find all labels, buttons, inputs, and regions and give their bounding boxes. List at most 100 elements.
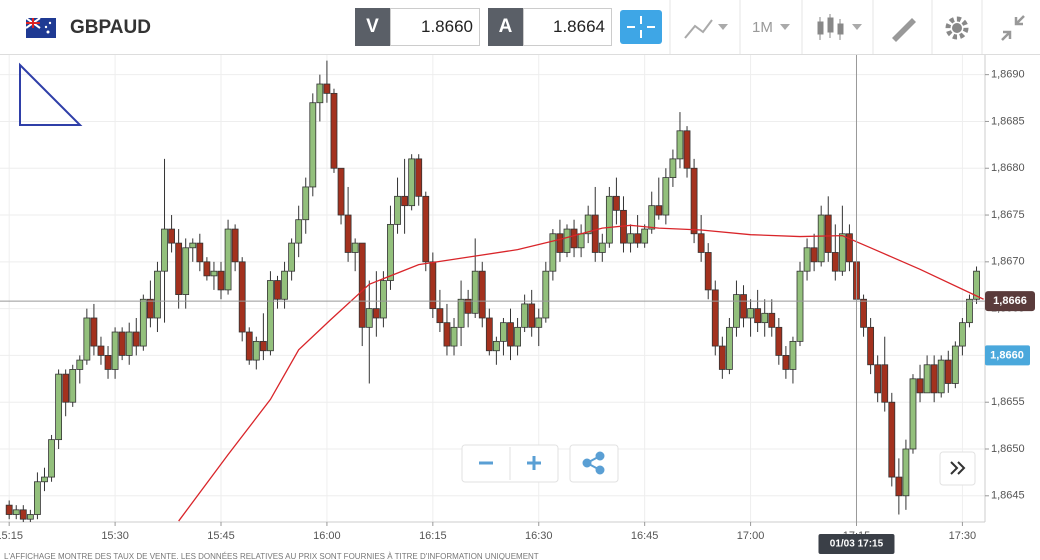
candle-body: [740, 294, 747, 319]
candle-icon[interactable]: [817, 14, 844, 40]
candle-body: [464, 298, 472, 314]
candle-body: [337, 167, 345, 216]
draw-icon[interactable]: [892, 18, 916, 42]
candle-body: [966, 298, 973, 324]
candle-body: [563, 228, 571, 253]
y-tick-label: 1,8650: [991, 443, 1025, 455]
x-tick-label: 15:45: [207, 530, 235, 542]
candle-body: [634, 233, 642, 244]
crosshair-price-box: [985, 291, 1035, 312]
crosshair-time-label: 01/03 17:15: [830, 539, 884, 550]
flag-icon: [26, 18, 56, 38]
candle-body: [238, 261, 246, 333]
share-box[interactable]: [569, 444, 619, 483]
candle-body: [747, 308, 754, 319]
candle-body: [584, 214, 592, 235]
candle-body: [422, 195, 430, 263]
candle-body: [542, 270, 550, 319]
crosshair-time-box: [818, 534, 895, 554]
scroll-icon: [950, 461, 966, 475]
candle-body: [443, 322, 451, 347]
candle-body: [415, 158, 423, 197]
candle-body: [768, 312, 776, 328]
candle-body: [930, 364, 938, 394]
candle-body: [796, 270, 804, 342]
axes: 1,86451,86501,86551,86601,86651,86701,86…: [0, 69, 1035, 554]
candle-body: [937, 359, 945, 394]
candle-body: [591, 214, 599, 253]
candle-body: [203, 261, 211, 277]
candle-body: [76, 359, 84, 370]
candle-body: [718, 345, 726, 370]
candle-body: [478, 270, 486, 319]
candle-body: [394, 195, 401, 225]
candle-body: [62, 373, 70, 403]
candle-body: [309, 102, 317, 188]
crosshair-button[interactable]: [620, 10, 662, 44]
candle-body: [711, 289, 719, 347]
y-tick-label: 1,8685: [991, 115, 1025, 127]
candle-body: [189, 242, 197, 249]
timeframe[interactable]: 1M: [752, 19, 773, 36]
candle-body: [281, 270, 288, 300]
candle-body: [344, 214, 352, 253]
candle-body: [867, 326, 875, 366]
candle-body: [457, 298, 465, 328]
candle-body: [224, 228, 232, 291]
candle-body: [408, 158, 416, 207]
candle-body: [605, 195, 613, 244]
candle-body: [761, 312, 769, 324]
candle-body: [669, 158, 677, 178]
ask-price[interactable]: 1.8664: [523, 8, 612, 46]
crosshair-icon: [627, 16, 655, 38]
line-chart-icon[interactable]: [684, 19, 713, 39]
candle-body: [810, 247, 818, 263]
candle-body: [676, 130, 684, 160]
candle-body: [168, 228, 175, 244]
candle-body: [789, 340, 797, 370]
candle-body: [492, 340, 500, 352]
candle-body: [19, 509, 27, 520]
x-tick-label: 16:00: [313, 530, 341, 542]
x-tick-label: 15:15: [0, 530, 23, 542]
zoom-in[interactable]: [527, 456, 541, 470]
y-tick-label: 1,8680: [991, 162, 1025, 174]
candle-body: [365, 308, 373, 328]
candle-body: [436, 308, 444, 324]
candle-body: [888, 401, 896, 478]
candle-body: [846, 233, 853, 263]
symbol: GBPAUD: [70, 17, 151, 38]
toolbar: GBPAUD V 1.8660 A 1.8664 1M: [0, 0, 1040, 55]
y-tick-label: 1,8670: [991, 256, 1025, 268]
bid-price[interactable]: 1.8660: [390, 8, 480, 46]
y-tick-label: 1,8675: [991, 209, 1025, 221]
candle-body: [182, 247, 190, 295]
candle-body: [973, 270, 980, 300]
triangle-drawing[interactable]: [19, 62, 83, 126]
candle-body: [330, 92, 338, 169]
candle-body: [951, 345, 959, 384]
candle-body: [824, 214, 832, 253]
bid-label: V: [355, 8, 390, 46]
candle-body: [860, 298, 867, 328]
candle-body: [132, 331, 140, 347]
last-price-box: [985, 345, 1030, 366]
candle-body: [944, 359, 952, 384]
candle-body: [697, 233, 705, 253]
x-tick-label: 17:30: [949, 530, 977, 542]
candle-body: [429, 261, 437, 310]
settings-hub: [952, 23, 962, 33]
candle-body: [34, 481, 41, 515]
last-price-label: 1,8660: [990, 349, 1024, 361]
x-tick-label: 15:30: [101, 530, 129, 542]
settings-icon[interactable]: [945, 16, 969, 40]
candle-body: [274, 280, 281, 300]
candle-body: [485, 317, 493, 352]
x-tick-label: 16:15: [419, 530, 447, 542]
dropdown: [852, 24, 862, 30]
candle-body: [401, 195, 408, 207]
collapse-icon[interactable]: [1001, 15, 1025, 41]
candle-body: [831, 252, 839, 272]
candle-body: [111, 331, 119, 370]
footer-note: L'AFFICHAGE MONTRE DES TAUX DE VENTE. LE…: [4, 552, 539, 560]
